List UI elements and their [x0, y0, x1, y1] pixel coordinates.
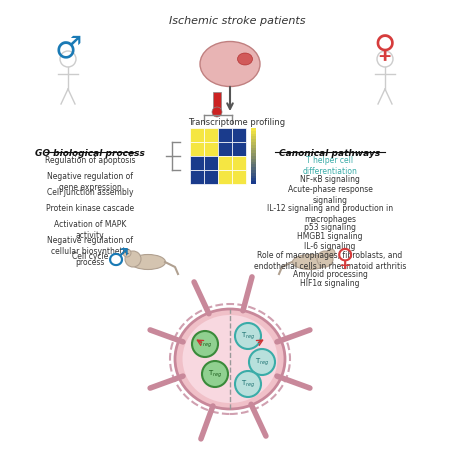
- Ellipse shape: [237, 53, 253, 65]
- Ellipse shape: [182, 315, 277, 403]
- Text: IL-6 signaling: IL-6 signaling: [304, 241, 356, 250]
- Bar: [213, 92, 221, 112]
- Text: Acute-phase response
signaling: Acute-phase response signaling: [288, 184, 373, 205]
- Text: Regulation of apoptosis: Regulation of apoptosis: [45, 156, 135, 165]
- Circle shape: [249, 349, 275, 375]
- Ellipse shape: [130, 255, 165, 270]
- Text: Ischemic stroke patients: Ischemic stroke patients: [169, 16, 305, 26]
- Text: Canonical pathways: Canonical pathways: [279, 149, 381, 158]
- Text: Negative regulation of
gene expression: Negative regulation of gene expression: [47, 172, 133, 192]
- Bar: [251, 170, 256, 173]
- Text: Cell cycle: Cell cycle: [72, 252, 108, 261]
- Ellipse shape: [200, 42, 260, 86]
- Text: T helper cell
differentiation: T helper cell differentiation: [302, 156, 357, 176]
- Text: Role of macrophages, fibroblasts, and
endothelial cells in rheumatoid arthritis: Role of macrophages, fibroblasts, and en…: [254, 251, 406, 271]
- Circle shape: [125, 251, 141, 267]
- Text: ♂: ♂: [55, 34, 82, 63]
- Bar: [251, 167, 256, 170]
- Text: ♂: ♂: [107, 247, 129, 271]
- Bar: [251, 137, 256, 139]
- Text: GO biological process: GO biological process: [35, 149, 145, 158]
- Circle shape: [317, 251, 333, 267]
- Bar: [251, 159, 256, 162]
- Bar: [232, 170, 246, 184]
- Text: T$_{reg}$: T$_{reg}$: [241, 330, 255, 342]
- Bar: [204, 170, 218, 184]
- Text: T$_{reg}$: T$_{reg}$: [255, 356, 269, 368]
- Circle shape: [212, 107, 222, 117]
- Circle shape: [235, 323, 261, 349]
- Text: Protein kinase cascade: Protein kinase cascade: [46, 204, 134, 213]
- Bar: [251, 156, 256, 159]
- Text: Negative regulation of
cellular biosynthetic
process: Negative regulation of cellular biosynth…: [47, 236, 133, 267]
- Text: Amyloid processing: Amyloid processing: [292, 270, 367, 279]
- Bar: [251, 128, 256, 131]
- Circle shape: [123, 249, 131, 257]
- Circle shape: [327, 249, 335, 257]
- Text: Transcriptome profiling: Transcriptome profiling: [189, 118, 285, 127]
- Bar: [204, 156, 218, 170]
- Bar: [251, 162, 256, 164]
- Text: Cell junction assembly: Cell junction assembly: [47, 188, 133, 197]
- Text: p53 signaling: p53 signaling: [304, 222, 356, 231]
- Bar: [204, 128, 218, 142]
- Circle shape: [192, 331, 218, 357]
- Text: ♀: ♀: [374, 34, 396, 63]
- Text: Activation of MAPK
activity: Activation of MAPK activity: [54, 220, 126, 240]
- Text: ♀: ♀: [336, 247, 354, 271]
- Ellipse shape: [175, 309, 285, 409]
- Text: HIF1α signaling: HIF1α signaling: [300, 280, 360, 289]
- Text: HMGB1 signaling: HMGB1 signaling: [297, 232, 363, 241]
- Bar: [232, 142, 246, 156]
- Bar: [251, 153, 256, 156]
- Text: NF-κB signaling: NF-κB signaling: [300, 175, 360, 184]
- Bar: [251, 139, 256, 142]
- Bar: [218, 156, 232, 170]
- Bar: [251, 134, 256, 137]
- Bar: [251, 131, 256, 134]
- Bar: [251, 181, 256, 184]
- Bar: [218, 170, 232, 184]
- Bar: [190, 128, 204, 142]
- Bar: [251, 173, 256, 175]
- Circle shape: [202, 361, 228, 387]
- Bar: [204, 142, 218, 156]
- Bar: [232, 128, 246, 142]
- Bar: [190, 170, 204, 184]
- Bar: [251, 147, 256, 150]
- Bar: [190, 142, 204, 156]
- Bar: [251, 164, 256, 167]
- Bar: [251, 178, 256, 181]
- Circle shape: [235, 371, 261, 397]
- Text: IL-12 signaling and production in
macrophages: IL-12 signaling and production in macrop…: [267, 203, 393, 224]
- Text: T$_{reg}$: T$_{reg}$: [208, 368, 222, 380]
- Ellipse shape: [292, 255, 328, 270]
- Bar: [251, 142, 256, 145]
- Bar: [218, 128, 232, 142]
- Bar: [232, 156, 246, 170]
- Text: T$_{reg}$: T$_{reg}$: [241, 378, 255, 390]
- Bar: [251, 145, 256, 147]
- Bar: [251, 175, 256, 178]
- Text: T$_{reg}$: T$_{reg}$: [198, 338, 212, 350]
- Bar: [251, 150, 256, 153]
- Bar: [190, 156, 204, 170]
- Bar: [218, 142, 232, 156]
